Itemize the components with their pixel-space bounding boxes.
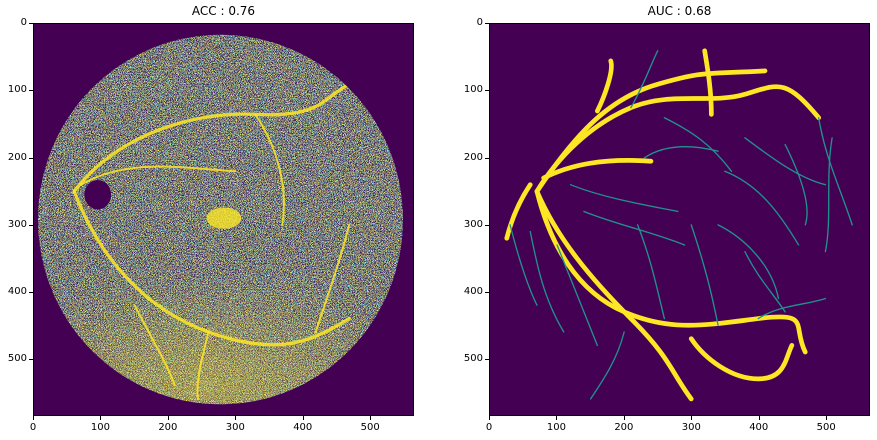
x-tick-label: 400 — [749, 422, 769, 433]
x-tick-mark — [167, 416, 169, 420]
x-tick-mark — [370, 416, 372, 420]
y-tick-mark — [29, 359, 33, 361]
left-image-axes — [33, 23, 414, 416]
y-tick-mark — [485, 359, 489, 361]
x-tick-label: 300 — [681, 422, 701, 433]
ground-truth-vessel-image — [490, 24, 869, 415]
right-panel-title: AUC : 0.68 — [647, 4, 712, 18]
x-tick-mark — [100, 416, 102, 420]
x-tick-mark — [826, 416, 828, 420]
y-tick-mark — [485, 292, 489, 294]
y-tick-mark — [485, 224, 489, 226]
y-tick-label: 200 — [7, 151, 27, 163]
y-tick-label: 100 — [7, 84, 27, 96]
x-tick-mark — [235, 416, 237, 420]
x-tick-label: 200 — [614, 422, 634, 433]
x-tick-label: 100 — [90, 422, 110, 433]
y-tick-mark — [29, 23, 33, 24]
y-tick-mark — [29, 224, 33, 226]
x-tick-mark — [489, 416, 490, 420]
x-tick-mark — [691, 416, 693, 420]
y-tick-label: 400 — [463, 286, 483, 298]
x-tick-mark — [758, 416, 760, 420]
y-tick-mark — [485, 23, 489, 24]
y-tick-label: 400 — [7, 286, 27, 298]
y-tick-mark — [29, 157, 33, 159]
x-tick-label: 300 — [225, 422, 245, 433]
x-tick-mark — [556, 416, 558, 420]
y-tick-mark — [485, 90, 489, 92]
x-tick-label: 500 — [816, 422, 836, 433]
x-tick-label: 400 — [293, 422, 313, 433]
x-tick-label: 500 — [360, 422, 380, 433]
y-tick-label: 300 — [7, 218, 27, 230]
x-tick-mark — [623, 416, 625, 420]
left-panel-title: ACC : 0.76 — [191, 4, 256, 18]
x-tick-mark — [302, 416, 304, 420]
y-tick-label: 200 — [463, 151, 483, 163]
y-tick-mark — [29, 90, 33, 92]
x-tick-mark — [33, 416, 34, 420]
y-tick-label: 300 — [463, 218, 483, 230]
y-tick-label: 100 — [463, 84, 483, 96]
y-tick-label: 500 — [463, 353, 483, 365]
x-tick-label: 100 — [546, 422, 566, 433]
x-tick-label: 0 — [485, 422, 493, 433]
predicted-vessel-image — [34, 24, 413, 415]
y-tick-label: 0 — [476, 17, 483, 28]
y-tick-label: 0 — [20, 17, 27, 28]
y-tick-label: 500 — [7, 353, 27, 365]
right-image-axes — [489, 23, 870, 416]
y-tick-mark — [485, 157, 489, 159]
y-tick-mark — [29, 292, 33, 294]
x-tick-label: 0 — [29, 422, 37, 433]
x-tick-label: 200 — [158, 422, 178, 433]
